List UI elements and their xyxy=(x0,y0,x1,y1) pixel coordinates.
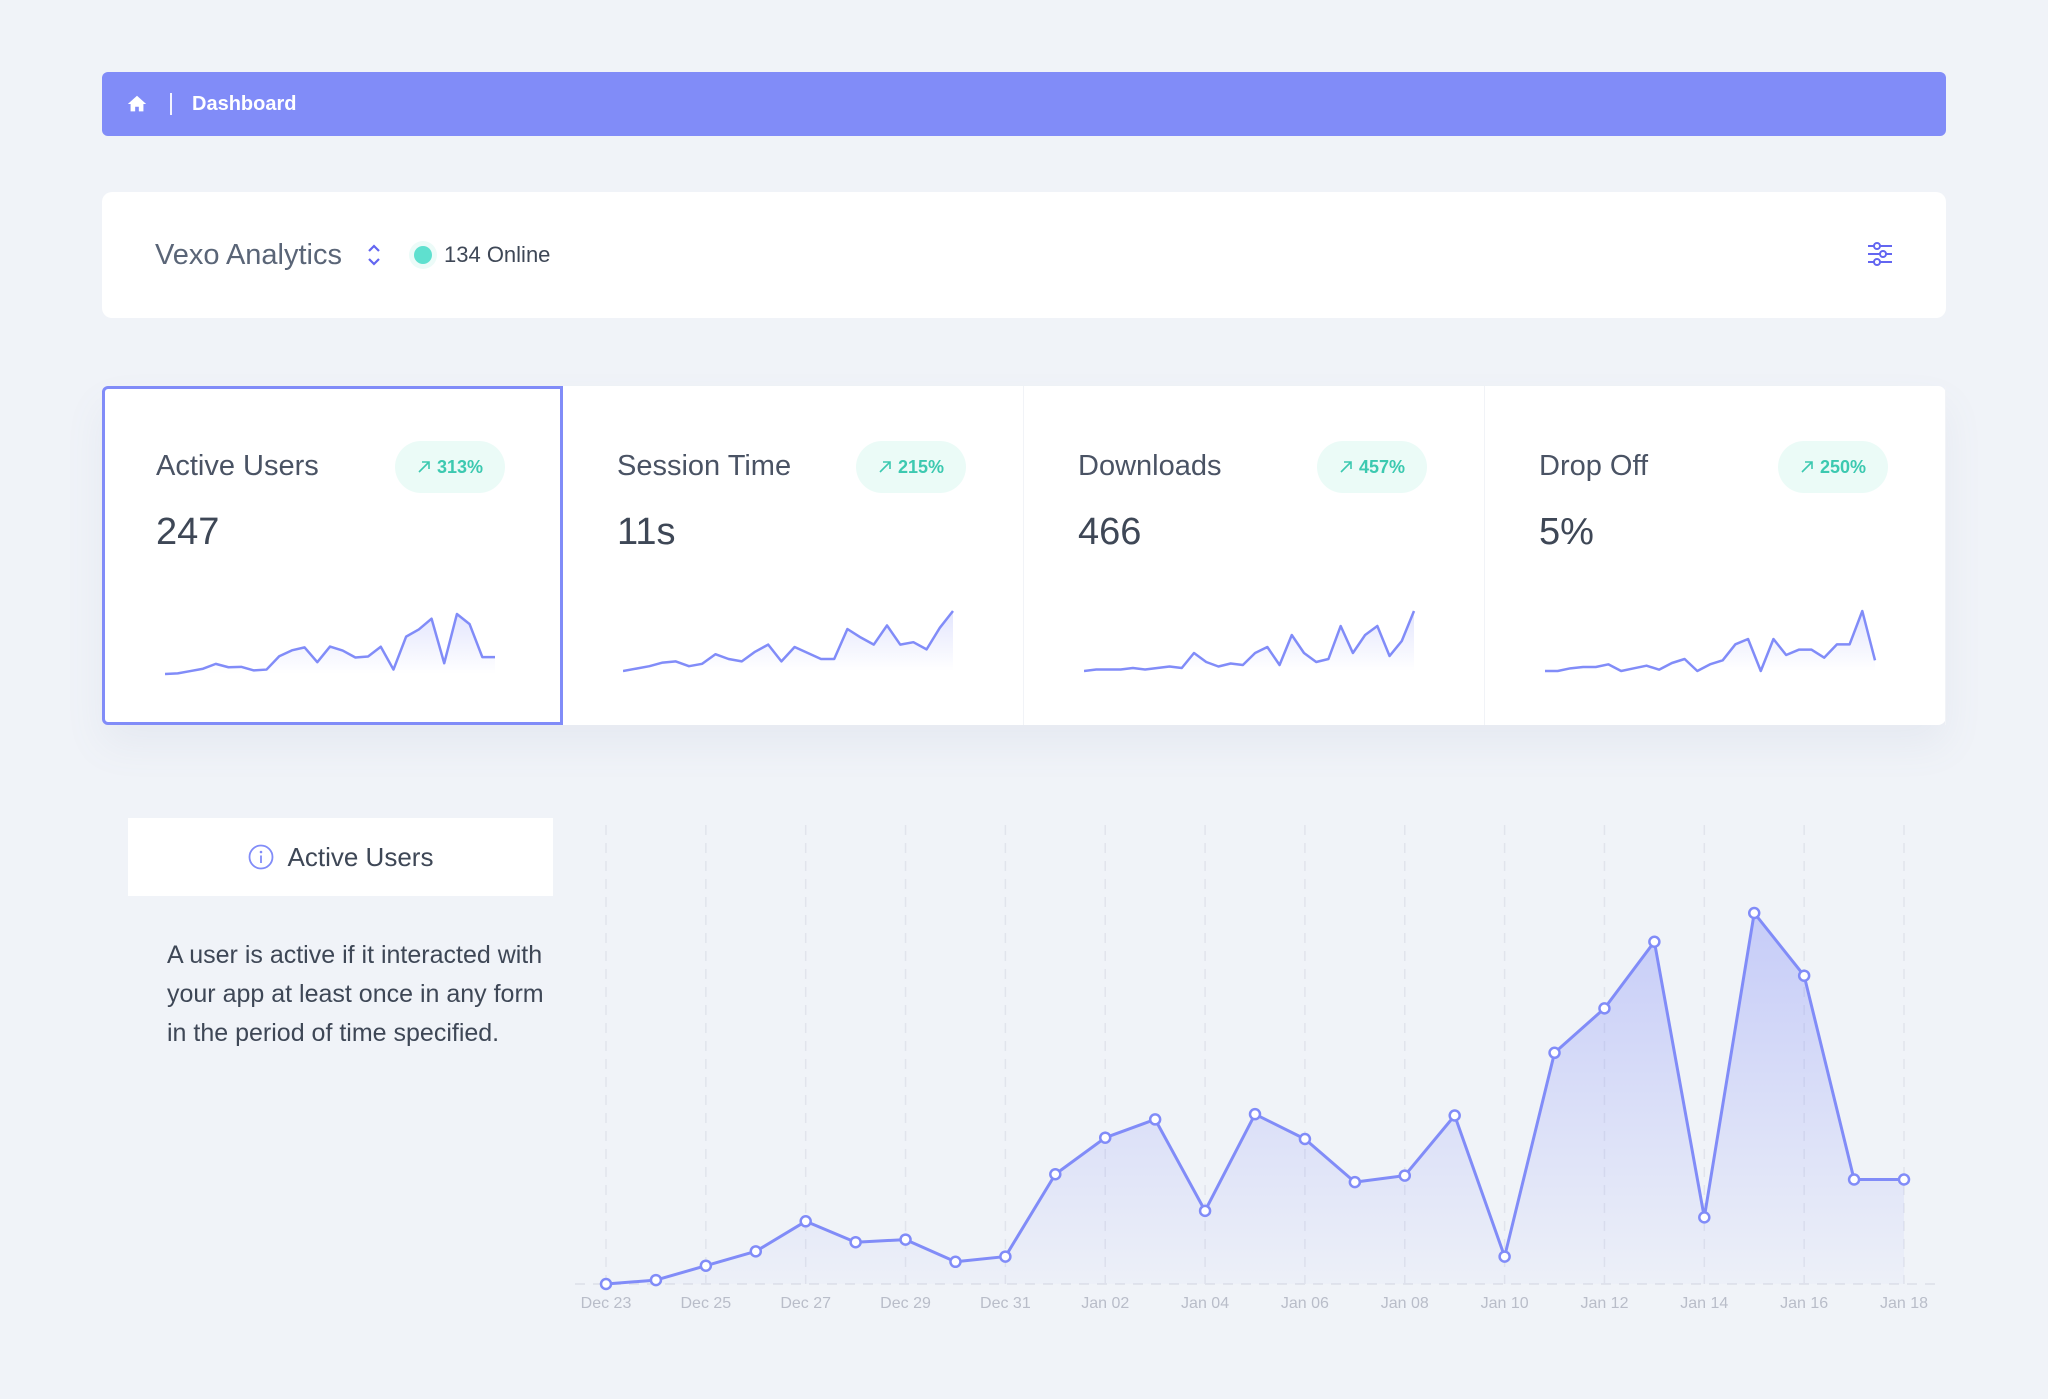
data-point-jan-06[interactable] xyxy=(1298,1132,1312,1146)
change-value: 457% xyxy=(1358,456,1406,477)
stat-value: 247 xyxy=(156,511,220,553)
data-point-dec-26[interactable] xyxy=(749,1245,763,1258)
change-value: 313% xyxy=(436,456,484,477)
change-value: 215% xyxy=(897,456,945,477)
data-point-jan-02[interactable] xyxy=(1098,1131,1112,1144)
x-tick-label: Jan 18 xyxy=(1880,1295,1928,1312)
data-point-dec-25[interactable] xyxy=(699,1259,713,1272)
x-tick-label: Dec 29 xyxy=(880,1295,931,1312)
breadcrumb-bar: Dashboard xyxy=(102,72,1946,136)
data-point-jan-10[interactable] xyxy=(1498,1250,1511,1263)
data-point-dec-27[interactable] xyxy=(799,1215,812,1228)
sparkline-line xyxy=(623,610,954,673)
stat-value: 5% xyxy=(1539,511,1594,553)
x-tick-label: Jan 04 xyxy=(1181,1295,1229,1312)
data-point-jan-04[interactable] xyxy=(1198,1204,1212,1218)
x-tick-label: Dec 25 xyxy=(680,1295,731,1312)
data-point-jan-15[interactable] xyxy=(1747,906,1761,920)
metric-description: A user is active if it interacted with y… xyxy=(167,941,544,1047)
x-tick-label: Jan 16 xyxy=(1780,1295,1828,1312)
change-value: 250% xyxy=(1819,456,1867,477)
stat-title: Active Users xyxy=(156,450,319,482)
stat-card-active-users[interactable]: Active Users 247 313% xyxy=(102,386,563,725)
stat-title: Downloads xyxy=(1078,450,1222,482)
area-fill xyxy=(606,913,1904,1284)
stat-value: 11s xyxy=(617,511,676,553)
data-point-dec-30[interactable] xyxy=(949,1255,962,1269)
stat-card-downloads[interactable]: Downloads 466 457% xyxy=(1024,386,1485,725)
stat-title: Drop Off xyxy=(1539,450,1649,482)
data-point-jan-01[interactable] xyxy=(1049,1168,1062,1181)
data-point-dec-31[interactable] xyxy=(999,1250,1012,1263)
arrow-up-right-icon xyxy=(1340,461,1352,473)
x-tick-label: Jan 12 xyxy=(1580,1295,1628,1312)
app-name[interactable]: Vexo Analytics xyxy=(155,238,342,271)
sparkline-line xyxy=(165,612,495,676)
info-icon xyxy=(248,844,273,870)
data-point-dec-24[interactable] xyxy=(649,1273,663,1287)
x-tick-label: Jan 08 xyxy=(1381,1295,1429,1312)
sparkline-line xyxy=(1084,610,1416,673)
data-point-jan-17[interactable] xyxy=(1847,1173,1861,1186)
breadcrumb-separator xyxy=(170,93,172,115)
data-point-jan-18[interactable] xyxy=(1897,1173,1911,1186)
data-point-dec-23[interactable] xyxy=(599,1277,613,1291)
x-tick-label: Jan 14 xyxy=(1680,1295,1728,1312)
sparkline-area xyxy=(623,611,953,671)
data-point-jan-09[interactable] xyxy=(1448,1109,1461,1122)
online-count: 134 Online xyxy=(444,242,551,267)
sparkline-area xyxy=(165,614,495,674)
stat-card-session-time[interactable]: Session Time 11s 215% xyxy=(563,386,1024,725)
data-point-jan-05[interactable] xyxy=(1248,1107,1262,1121)
change-badge: 215% xyxy=(856,441,966,493)
breadcrumb-dashboard[interactable]: Dashboard xyxy=(192,92,297,115)
data-point-dec-29[interactable] xyxy=(899,1233,912,1246)
data-point-jan-07[interactable] xyxy=(1348,1175,1362,1189)
stats-row: Active Users 247 313% Session Time 11s 21… xyxy=(102,386,1946,725)
arrow-up-right-icon xyxy=(1801,461,1813,473)
sparkline xyxy=(1084,610,1416,673)
x-tick-label: Jan 10 xyxy=(1481,1295,1529,1312)
sparkline-line xyxy=(1545,609,1877,673)
sparkline xyxy=(1545,609,1877,673)
x-tick-label: Jan 06 xyxy=(1281,1295,1329,1312)
online-status-dot xyxy=(414,246,432,264)
x-tick-label: Dec 23 xyxy=(581,1295,632,1312)
x-tick-label: Dec 27 xyxy=(780,1295,831,1312)
data-point-jan-14[interactable] xyxy=(1698,1211,1711,1224)
metric-info-title: Active Users xyxy=(287,841,434,872)
x-tick-label: Dec 31 xyxy=(980,1295,1031,1312)
data-point-jan-13[interactable] xyxy=(1648,935,1661,948)
metric-info-header: Active Users xyxy=(128,818,553,896)
sliders-icon[interactable] xyxy=(1866,240,1894,268)
home-icon[interactable] xyxy=(126,93,148,115)
change-badge: 250% xyxy=(1778,441,1888,493)
chevron-up-down-icon[interactable] xyxy=(366,242,382,268)
data-point-jan-03[interactable] xyxy=(1148,1113,1162,1126)
sparkline xyxy=(623,610,954,673)
change-badge: 313% xyxy=(395,441,505,493)
sparkline-area xyxy=(1084,611,1414,671)
app-header-card: Vexo Analytics 134 Online xyxy=(102,192,1946,318)
x-tick-label: Jan 02 xyxy=(1081,1295,1129,1312)
arrow-up-right-icon xyxy=(879,461,891,473)
data-point-jan-11[interactable] xyxy=(1548,1046,1561,1060)
stat-title: Session Time xyxy=(617,450,792,482)
sparkline-area xyxy=(1545,611,1875,671)
sparkline xyxy=(165,612,495,676)
data-point-jan-16[interactable] xyxy=(1797,969,1811,982)
data-point-jan-12[interactable] xyxy=(1598,1002,1611,1015)
stat-card-drop-off[interactable]: Drop Off 5% 250% xyxy=(1485,386,1946,725)
arrow-up-right-icon xyxy=(418,461,430,473)
data-point-dec-28[interactable] xyxy=(849,1235,862,1249)
data-point-jan-08[interactable] xyxy=(1398,1169,1412,1182)
change-badge: 457% xyxy=(1317,441,1427,493)
stat-value: 466 xyxy=(1078,511,1142,553)
